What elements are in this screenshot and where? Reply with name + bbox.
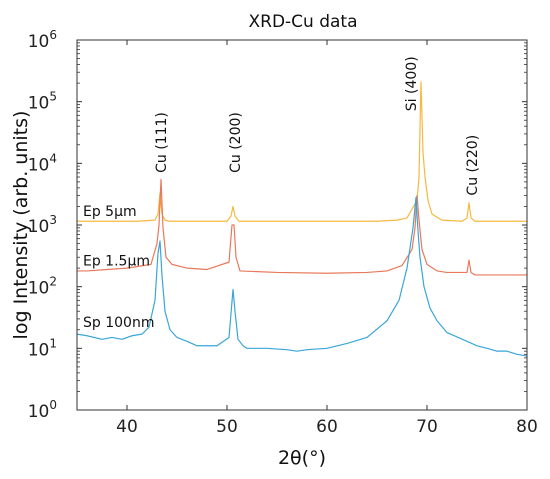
y-tick-label: 104: [28, 151, 57, 175]
y-tick-label: 105: [28, 90, 57, 114]
x-tick-label: 70: [416, 417, 438, 437]
series-label: Ep 5µm: [83, 204, 137, 220]
y-tick-label: 100: [28, 398, 57, 422]
series-line-1: [77, 178, 527, 276]
x-tick-label: 80: [516, 417, 538, 437]
series-label: Ep 1.5µm: [83, 254, 150, 270]
series-line-0: [77, 81, 527, 222]
y-axis-title: log Intensity (arb. units): [10, 111, 32, 340]
x-tick-label: 40: [116, 417, 138, 437]
peak-label: Cu (220): [465, 135, 481, 196]
chart-title: XRD-Cu data: [248, 12, 357, 32]
y-tick-label: 106: [28, 28, 57, 52]
y-tick-label: 102: [28, 275, 57, 299]
peak-label: Cu (111): [154, 112, 170, 173]
x-tick-label: 60: [316, 417, 338, 437]
x-tick-label: 50: [216, 417, 238, 437]
x-axis-title: 2θ(°): [278, 447, 326, 469]
peak-label: Si (400): [404, 56, 420, 111]
series-line-2: [76, 196, 528, 357]
series-label: Sp 100nm: [83, 315, 154, 331]
y-tick-label: 101: [28, 336, 57, 360]
plot-frame: [76, 39, 528, 411]
y-tick-label: 103: [28, 213, 57, 237]
peak-label: Cu (200): [228, 112, 244, 173]
